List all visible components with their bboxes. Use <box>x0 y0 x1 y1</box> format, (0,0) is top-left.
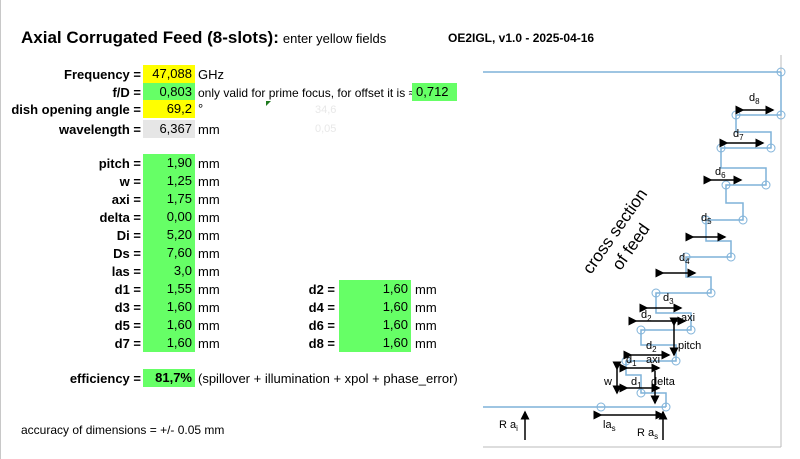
label-d6: d6 <box>715 166 726 180</box>
pitch-value: 1,90 <box>143 154 195 172</box>
comment-marker-icon <box>266 101 271 106</box>
frequency-unit: GHz <box>198 67 224 82</box>
d5-value: 1,60 <box>143 316 195 334</box>
hidden-tolerance: 0,05 <box>315 123 337 135</box>
efficiency-note: (spillover + illumination + xpol + phase… <box>198 371 458 386</box>
d4-label: d4 = <box>308 300 335 315</box>
delta-unit: mm <box>198 210 220 225</box>
ds-value: 7,60 <box>143 244 195 262</box>
label-d1-lower: d1 <box>631 376 642 390</box>
d2-value: 1,60 <box>339 280 411 298</box>
feed-profile <box>625 72 782 407</box>
d6-unit: mm <box>415 318 437 333</box>
delta-value: 0,00 <box>143 208 195 226</box>
d5-unit: mm <box>198 318 220 333</box>
d4-unit: mm <box>415 300 437 315</box>
label-ras: R as <box>637 427 658 441</box>
wavelength-unit: mm <box>198 122 220 137</box>
version-label: OE2IGL, v1.0 - 2025-04-16 <box>448 31 595 45</box>
angle-input[interactable]: 69,2 <box>143 100 195 118</box>
d7-value: 1,60 <box>143 334 195 352</box>
d3-value: 1,60 <box>143 298 195 316</box>
title-note: enter yellow fields <box>282 31 387 46</box>
frequency-label: Frequency = <box>64 67 141 82</box>
d8-value: 1,60 <box>339 334 411 352</box>
pitch-label: pitch = <box>98 156 141 171</box>
d3-label: d3 = <box>114 300 141 315</box>
d6-value: 1,60 <box>339 316 411 334</box>
angle-label: dish opening angle = <box>11 102 141 117</box>
d8-unit: mm <box>415 336 437 351</box>
accuracy-note: accuracy of dimensions = +/- 0.05 mm <box>21 423 225 437</box>
d1-value: 1,55 <box>143 280 195 298</box>
ds-label: Ds = <box>113 246 141 261</box>
label-las: las <box>603 419 616 433</box>
w-value: 1,25 <box>143 172 195 190</box>
label-d2-lower: d2 <box>646 340 657 354</box>
label-rai: R ai <box>499 419 518 433</box>
fd-label: f/D = <box>112 85 141 100</box>
label-d5: d5 <box>701 212 712 226</box>
label-d4: d4 <box>679 252 690 266</box>
d1-unit: mm <box>198 282 220 297</box>
label-d3: d3 <box>663 292 674 306</box>
las-label: las = <box>111 264 141 279</box>
efficiency-label: efficiency = <box>69 371 141 386</box>
label-d7: d7 <box>733 128 744 142</box>
hidden-half-angle: 34,6 <box>315 104 337 116</box>
w-unit: mm <box>198 174 220 189</box>
dimension-labels: d8 d7 d6 d5 d4 d3 d2 axi d2 pitch d1 axi… <box>499 92 760 441</box>
las-unit: mm <box>198 264 220 279</box>
d2-label: d2 = <box>308 282 335 297</box>
label-delta: delta <box>651 376 676 388</box>
label-d1-upper: d1 <box>626 354 637 368</box>
profile-nodes <box>596 110 786 412</box>
label-axi-upper: axi <box>681 312 695 324</box>
d8-label: d8 = <box>308 336 335 351</box>
d5-label: d5 = <box>114 318 141 333</box>
las-value: 3,0 <box>143 262 195 280</box>
d7-unit: mm <box>198 336 220 351</box>
feed-cross-section-diagram: cross section of feed d8 d7 d6 d5 d4 d3 … <box>483 55 786 448</box>
label-d8: d8 <box>749 92 760 106</box>
d6-label: d6 = <box>308 318 335 333</box>
wavelength-value: 6,367 <box>143 120 195 138</box>
label-d2-upper: d2 <box>641 309 652 323</box>
axi-label: axi = <box>111 192 141 207</box>
diagram-caption: cross section of feed <box>579 185 654 277</box>
efficiency-value: 81,7% <box>143 369 195 387</box>
d4-value: 1,60 <box>339 298 411 316</box>
d2-unit: mm <box>415 282 437 297</box>
label-axi-lower: axi <box>646 354 660 366</box>
w-label: w = <box>119 174 141 189</box>
angle-unit: ° <box>198 101 204 116</box>
axi-value: 1,75 <box>143 190 195 208</box>
fd-offset-value: 0,712 <box>412 83 457 101</box>
pitch-unit: mm <box>198 156 220 171</box>
di-value: 5,20 <box>143 226 195 244</box>
fd-value: 0,803 <box>143 83 195 101</box>
page-title: Axial Corrugated Feed (8-slots): enter ye… <box>21 28 386 48</box>
title-text: Axial Corrugated Feed (8-slots): <box>21 28 279 47</box>
d7-label: d7 = <box>114 336 141 351</box>
label-w: w <box>603 376 612 388</box>
axi-unit: mm <box>198 192 220 207</box>
fd-note: only valid for prime focus, for offset i… <box>198 86 426 100</box>
wavelength-label: wavelength = <box>59 122 141 137</box>
di-unit: mm <box>198 228 220 243</box>
d3-unit: mm <box>198 300 220 315</box>
d1-label: d1 = <box>114 282 141 297</box>
label-pitch: pitch <box>678 340 701 352</box>
dimension-arrows <box>520 105 775 440</box>
di-label: Di = <box>116 228 141 243</box>
ds-unit: mm <box>198 246 220 261</box>
frequency-input[interactable]: 47,088 <box>143 65 195 83</box>
delta-label: delta = <box>99 210 141 225</box>
